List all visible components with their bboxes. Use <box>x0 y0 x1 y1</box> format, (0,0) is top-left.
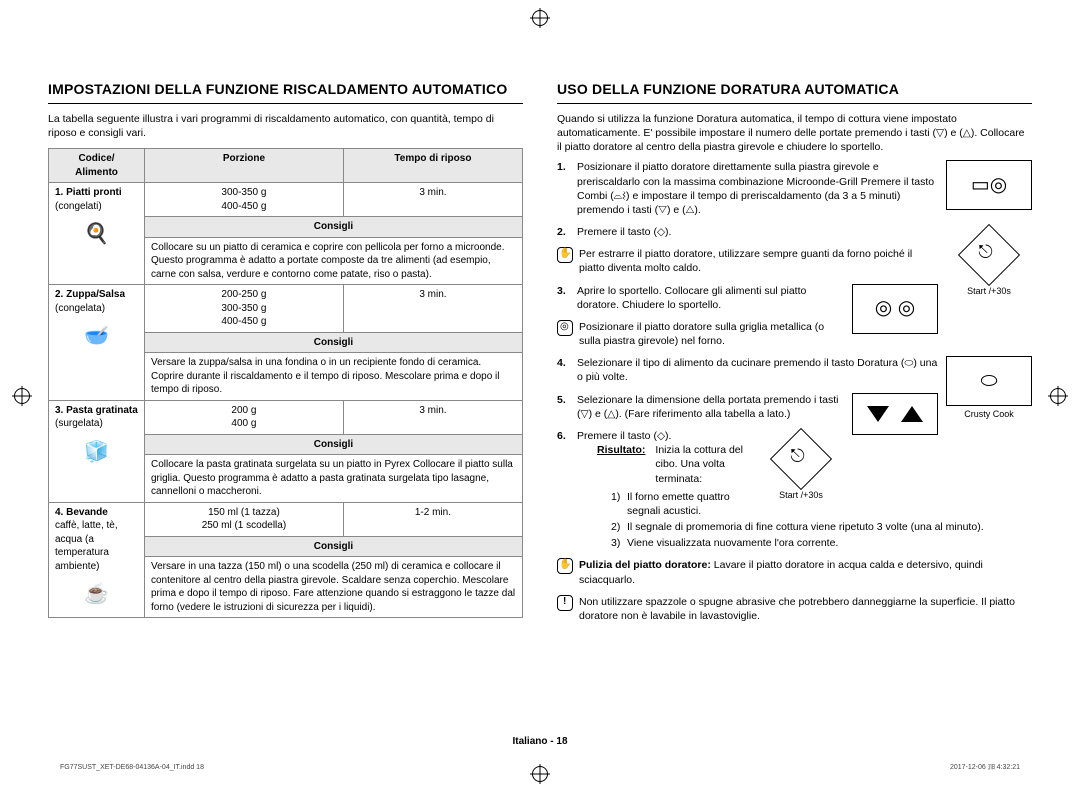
result-item: Viene visualizzata nuovamente l'ora corr… <box>611 536 1032 550</box>
consigli-header: Consigli <box>145 332 523 353</box>
page-columns: IMPOSTAZIONI DELLA FUNZIONE RISCALDAMENT… <box>48 40 1032 631</box>
riposo-cell: 3 min. <box>343 285 522 333</box>
food-icon: 🧊 <box>55 439 138 466</box>
glove-icon <box>557 558 573 574</box>
consigli-header: Consigli <box>145 217 523 238</box>
result-item: Il segnale di promemoria di fine cottura… <box>611 520 1032 534</box>
table-row: 2. Zuppa/Salsa (congelata) 🥣 200-250 g 3… <box>49 285 523 333</box>
registration-mark-top <box>532 10 548 26</box>
food-code: 1. Piatti pronti <box>55 187 122 198</box>
abrasive-warning: Non utilizzare spazzole o spugne abrasiv… <box>557 595 1032 623</box>
print-file: FG77SUST_XET-DE68-04136A-04_IT.indd 18 <box>60 763 204 772</box>
food-code: 2. Zuppa/Salsa <box>55 289 125 300</box>
step-4: ⬭ Crusty Cook Selezionare il tipo di ali… <box>557 356 1032 384</box>
left-intro: La tabella seguente illustra i vari prog… <box>48 112 523 140</box>
plate-illustration: ◎ ◎ <box>852 284 938 336</box>
consigli-text: Collocare su un piatto di ceramica e cop… <box>145 237 523 285</box>
cleaning-note: Pulizia del piatto doratore: Lavare il p… <box>557 558 1032 586</box>
food-icon: 🥣 <box>55 323 138 350</box>
step-6: ⎋ Start /+30s Premere il tasto (◇). Risu… <box>557 429 1032 550</box>
print-date: 2017-12-06 ㏾ 4:32:21 <box>950 763 1020 772</box>
result-list: Il forno emette quattro segnali acustici… <box>577 490 1032 551</box>
consigli-text: Versare in una tazza (150 ml) o una scod… <box>145 557 523 618</box>
reheat-table: Codice/ Alimento Porzione Tempo di ripos… <box>48 148 523 618</box>
food-sub: (congelati) <box>55 201 102 212</box>
consigli-text: Versare la zuppa/salsa in una fondina o … <box>145 353 523 401</box>
table-row: 4. Bevande caffè, latte, tè, acqua (a te… <box>49 502 523 536</box>
food-code: 4. Bevande <box>55 507 108 518</box>
risultato-row: Risultato: Inizia la cottura del cibo. U… <box>577 443 750 486</box>
table-row: 3. Pasta gratinata (surgelata) 🧊 200 g 4… <box>49 400 523 434</box>
tray-icon <box>557 320 573 336</box>
glove-icon <box>557 247 573 263</box>
left-heading: IMPOSTAZIONI DELLA FUNZIONE RISCALDAMENT… <box>48 80 523 104</box>
th-codice: Codice/ Alimento <box>49 149 145 183</box>
food-sub: (congelata) <box>55 303 105 314</box>
riposo-cell: 3 min. <box>343 183 522 217</box>
left-column: IMPOSTAZIONI DELLA FUNZIONE RISCALDAMENT… <box>48 40 523 631</box>
porzione-cell: 150 ml (1 tazza) 250 ml (1 scodella) <box>145 502 344 536</box>
consigli-text: Collocare la pasta gratinata surgelata s… <box>145 455 523 503</box>
step-1: ▭◎ Posizionare il piatto doratore dirett… <box>557 160 1032 217</box>
print-footer: FG77SUST_XET-DE68-04136A-04_IT.indd 18 2… <box>60 763 1020 772</box>
registration-mark-right <box>1050 388 1066 404</box>
food-icon: ☕ <box>55 581 138 608</box>
food-code: 3. Pasta gratinata <box>55 405 138 416</box>
warning-icon <box>557 595 573 611</box>
result-item: Il forno emette quattro segnali acustici… <box>611 490 1032 518</box>
tray-note: Posizionare il piatto doratore sulla gri… <box>557 320 844 348</box>
registration-mark-left <box>14 388 30 404</box>
food-sub: (surgelata) <box>55 418 103 429</box>
consigli-header: Consigli <box>145 434 523 455</box>
th-porzione: Porzione <box>145 149 344 183</box>
glove-warning: Per estrarre il piatto doratore, utilizz… <box>557 247 938 275</box>
porzione-cell: 200 g 400 g <box>145 400 344 434</box>
right-intro: Quando si utilizza la funzione Doratura … <box>557 112 1032 155</box>
porzione-cell: 300-350 g 400-450 g <box>145 183 344 217</box>
table-row: 1. Piatti pronti (congelati) 🍳 300-350 g… <box>49 183 523 217</box>
food-icon: 🍳 <box>55 221 138 248</box>
porzione-cell: 200-250 g 300-350 g 400-450 g <box>145 285 344 333</box>
th-riposo: Tempo di riposo <box>343 149 522 183</box>
food-sub: caffè, latte, tè, acqua (a temperatura a… <box>55 520 118 572</box>
steps-list: ▭◎ Posizionare il piatto doratore dirett… <box>557 160 1032 550</box>
step-3: ◎ ◎ Aprire lo sportello. Collocare gli a… <box>557 284 1032 312</box>
step-5: Selezionare la dimensione della portata … <box>557 393 1032 421</box>
step-2: ⎋ Start /+30s Premere il tasto (◇). <box>557 225 1032 239</box>
right-heading: USO DELLA FUNZIONE DORATURA AUTOMATICA <box>557 80 1032 104</box>
riposo-cell: 1-2 min. <box>343 502 522 536</box>
riposo-cell: 3 min. <box>343 400 522 434</box>
consigli-header: Consigli <box>145 536 523 557</box>
microwave-illustration: ▭◎ <box>946 160 1032 212</box>
page-footer: Italiano - 18 <box>0 735 1080 749</box>
right-column: USO DELLA FUNZIONE DORATURA AUTOMATICA Q… <box>557 40 1032 631</box>
